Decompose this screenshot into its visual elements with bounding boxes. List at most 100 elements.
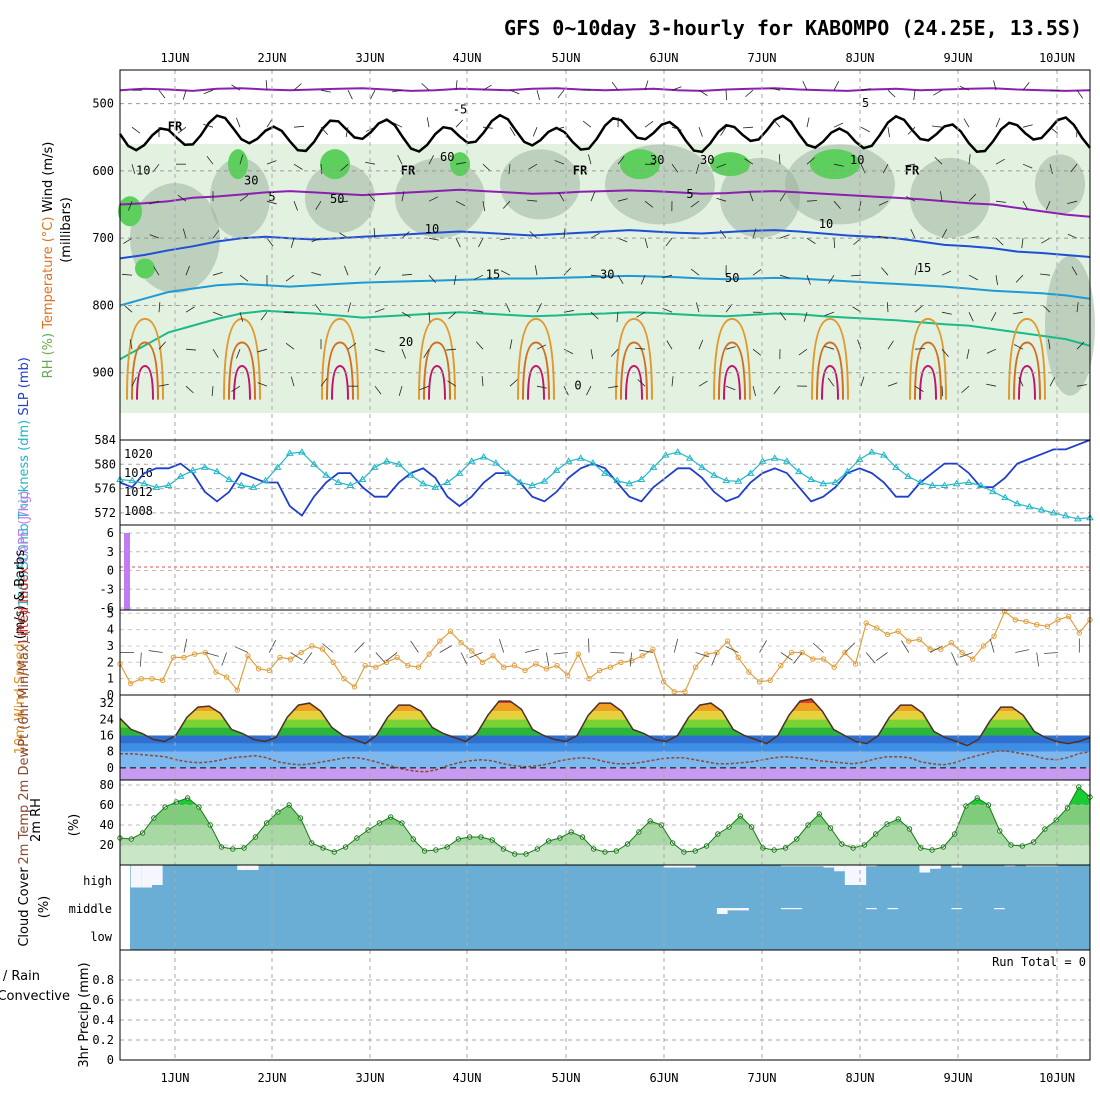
wind-barb [448,311,457,320]
wind-barb [1076,384,1087,387]
temp-tick: 24 [100,712,114,726]
cloud-high-gap [1004,865,1016,867]
cloud-high-gap [844,865,856,885]
cloud-mid-gap [780,908,792,910]
cloud-high-gap [1047,865,1059,867]
wind-tick: 1 [107,672,114,686]
wind-barb [995,117,1001,128]
wind-barb [231,385,241,392]
wind-barb [719,229,727,239]
isotherm-20 [119,309,1091,361]
temp-warm-band [120,727,1090,736]
dewpt-line [120,749,1091,773]
slp-ylabel-part: 1000-500mb [17,523,32,607]
cloud-high-gap [130,865,142,888]
wind-barb [644,200,654,208]
wind-barb [966,349,970,360]
wind-barb [231,84,241,91]
thickness-point [831,478,840,485]
top-day-label: 3JUN [356,51,385,65]
wind-barb [941,348,949,357]
wind-barb [505,303,511,313]
precip-panel: 0 0.2 0.4 0.6 0.8 Run Total = 0 Total / Rain Co… [0,955,1090,1068]
rh-contour-label: 60 [440,150,454,164]
wind-barb [611,81,619,91]
wind-barb [428,237,439,241]
surface-barb [205,652,219,657]
isotherm-label: -5 [855,96,869,110]
temp-warm-band [120,719,1090,728]
rh-green-blob [228,149,248,180]
cloud-high-gap [855,865,867,885]
wind-barb [347,342,357,350]
wind-barb [940,191,943,202]
surface-barb [524,648,539,653]
wind-barb [419,385,430,391]
wind-barb [907,126,916,135]
warm-contour [331,364,349,400]
precip-tick: 0.2 [92,1033,114,1047]
wind-barb [212,348,219,358]
warm-contour [1018,364,1036,400]
wind-barb [203,89,214,95]
wind-barb [500,270,511,276]
precip-ylabel-conv: Convective [0,989,70,1004]
upper-yaxis-title: (millibars) [59,197,74,263]
surface-barb [410,640,419,653]
wind-barb [401,273,412,276]
warm-contour [326,341,354,400]
temp-tick: 32 [100,696,114,710]
wind-barb [211,386,214,397]
slp-tick: 1008 [124,504,153,518]
wind-tick: 0 [107,688,114,702]
wind-barb [374,308,385,313]
wind-barb [365,161,376,165]
rh-contour-label: 30 [650,153,664,167]
cloud-high-gap [812,865,824,867]
wind-barb [428,196,439,202]
wind-barb [882,163,889,174]
wind-barb [914,265,918,276]
warm-contour [909,317,947,400]
wind-barb [662,308,673,313]
wind-barb [131,126,141,134]
wind-barb [806,275,811,285]
rh-line [119,786,1091,855]
wind-barb [963,118,970,128]
wind-barb [617,156,625,165]
wind-barb [320,126,328,135]
wind-barb [828,274,835,284]
surface-barb [951,652,958,666]
warm-contour [233,364,251,400]
top-day-label: 2JUN [258,51,287,65]
wind-barb [426,117,430,128]
wind-barb [914,305,923,313]
wind-barb [749,191,754,202]
wind-barb [239,154,244,165]
surface-barb [695,652,710,658]
wind-barb [455,80,458,91]
thickness-point [407,471,415,478]
wind-barb [590,311,599,320]
thickness-point [200,463,209,470]
thickness-point [322,471,331,478]
bottom-day-label: 10JUN [1039,1071,1075,1085]
wind-barb [833,81,840,91]
wind-barb [824,345,835,350]
temp-band [120,735,1090,744]
surface-barb [989,638,995,653]
surface-barb [759,640,767,653]
wind-barb [665,237,673,247]
li-ylabel-part: CAPE (J/kg) [17,491,32,567]
isotherm-label: 5 [268,190,275,204]
wind-barb [392,89,403,93]
wind-barb [476,341,484,350]
li-ylabel-part: Lifted Index [17,567,32,644]
rh-contour-label: 30 [244,173,258,187]
bottom-day-label: 6JUN [650,1071,679,1085]
wind-barb [482,201,486,212]
wind-barb [635,347,646,350]
bottom-day-label: 2JUN [258,1071,287,1085]
wind-barb [616,312,619,323]
wind-barb [528,163,538,170]
